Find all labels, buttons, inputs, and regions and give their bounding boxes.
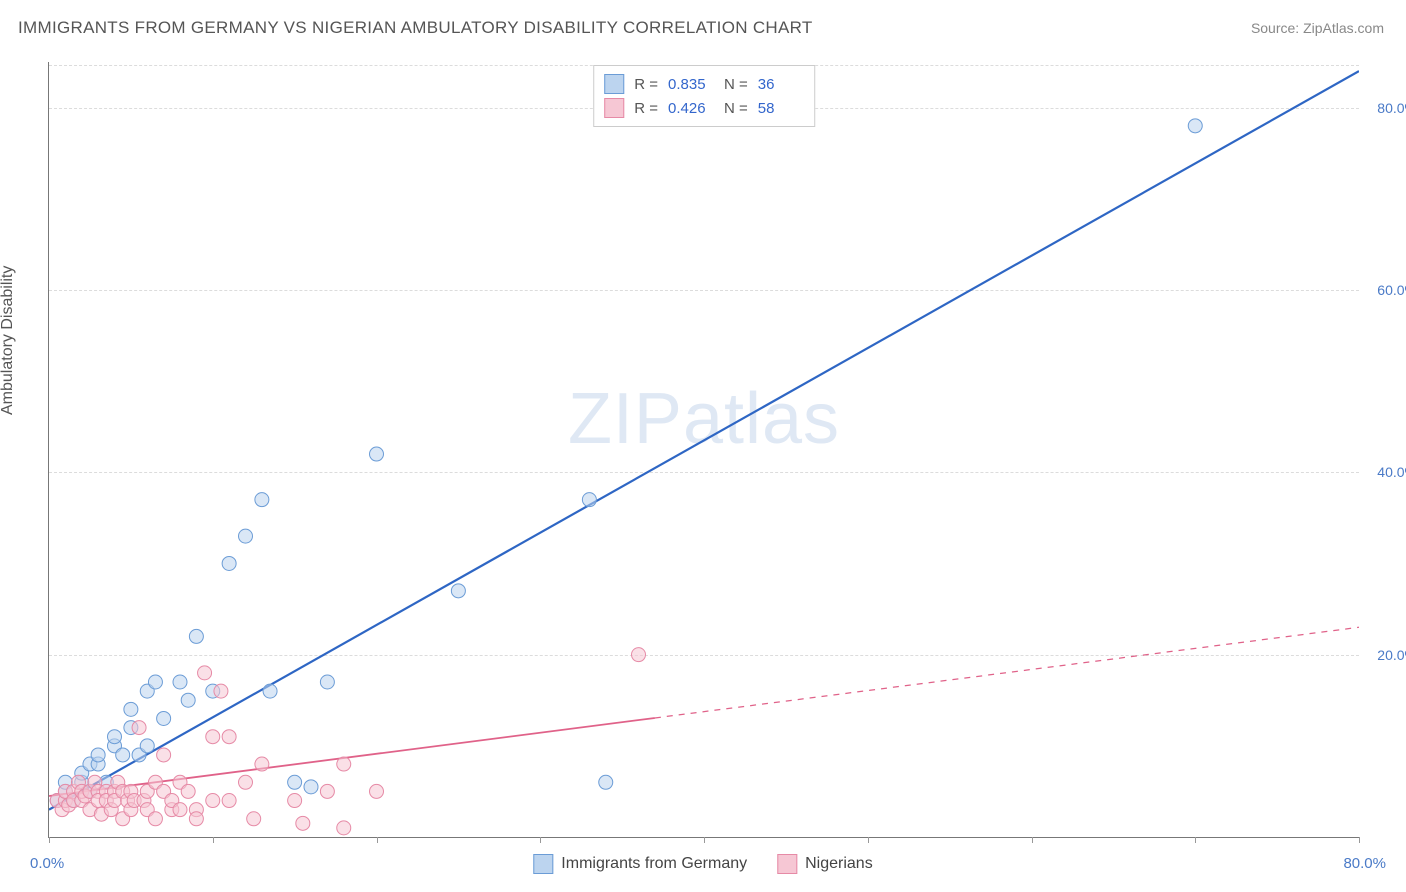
data-point [337,757,351,771]
legend-item-nigerians: Nigerians [777,854,873,874]
x-max-label: 80.0% [1343,855,1386,872]
data-point [337,821,351,835]
data-point [206,730,220,744]
data-point [198,666,212,680]
x-tick [1359,837,1360,843]
data-point [222,730,236,744]
data-point [255,757,269,771]
data-point [370,447,384,461]
data-point [157,748,171,762]
data-point [91,748,105,762]
r-label: R = [634,76,658,93]
data-point [222,794,236,808]
legend-label-germany: Immigrants from Germany [561,855,747,873]
data-point [288,794,302,808]
legend-swatch-nigerians [604,98,624,118]
legend-row-nigerians: R = 0.426 N = 58 [604,96,804,120]
regression-line-extrapolated [655,627,1359,718]
data-point [189,629,203,643]
source-attribution: Source: ZipAtlas.com [1251,20,1384,36]
data-point [255,493,269,507]
data-point [124,702,138,716]
data-point [247,812,261,826]
data-point [173,675,187,689]
y-tick-label: 20.0% [1363,647,1406,663]
y-tick-label: 40.0% [1363,464,1406,480]
scatter-svg [49,62,1359,837]
data-point [451,584,465,598]
legend-row-germany: R = 0.835 N = 36 [604,72,804,96]
regression-line [49,71,1359,810]
legend-swatch-nigerians-bottom [777,854,797,874]
data-point [632,648,646,662]
data-point [239,529,253,543]
data-point [1188,119,1202,133]
plot-area: ZIPatlas R = 0.835 N = 36 R = 0.426 N = … [48,62,1359,838]
n-label: N = [724,76,748,93]
data-point [181,784,195,798]
x-tick [540,837,541,843]
data-point [108,730,122,744]
x-tick [377,837,378,843]
data-point [582,493,596,507]
data-point [132,721,146,735]
data-point [148,812,162,826]
data-point [189,812,203,826]
data-point [288,775,302,789]
data-point [263,684,277,698]
data-point [320,784,334,798]
r-value-nigerians: 0.426 [668,100,714,117]
data-point [222,556,236,570]
correlation-legend: R = 0.835 N = 36 R = 0.426 N = 58 [593,65,815,127]
x-origin-label: 0.0% [30,855,64,872]
y-tick-label: 80.0% [1363,100,1406,116]
data-point [320,675,334,689]
data-point [116,748,130,762]
data-point [148,675,162,689]
legend-swatch-germany-bottom [533,854,553,874]
legend-item-germany: Immigrants from Germany [533,854,747,874]
data-point [173,803,187,817]
r-label: R = [634,100,658,117]
data-point [206,794,220,808]
x-tick [49,837,50,843]
data-point [304,780,318,794]
data-point [296,816,310,830]
chart-title: IMMIGRANTS FROM GERMANY VS NIGERIAN AMBU… [18,18,813,38]
x-tick [213,837,214,843]
n-value-nigerians: 58 [758,100,804,117]
y-tick-label: 60.0% [1363,282,1406,298]
x-tick [704,837,705,843]
y-axis-label: Ambulatory Disability [0,266,17,415]
data-point [214,684,228,698]
data-point [157,711,171,725]
data-point [239,775,253,789]
n-label: N = [724,100,748,117]
x-tick [868,837,869,843]
data-point [140,739,154,753]
data-point [370,784,384,798]
x-tick [1032,837,1033,843]
n-value-germany: 36 [758,76,804,93]
legend-label-nigerians: Nigerians [805,855,873,873]
r-value-germany: 0.835 [668,76,714,93]
x-tick [1195,837,1196,843]
series-legend: Immigrants from Germany Nigerians [533,854,872,874]
data-point [599,775,613,789]
data-point [181,693,195,707]
legend-swatch-germany [604,74,624,94]
